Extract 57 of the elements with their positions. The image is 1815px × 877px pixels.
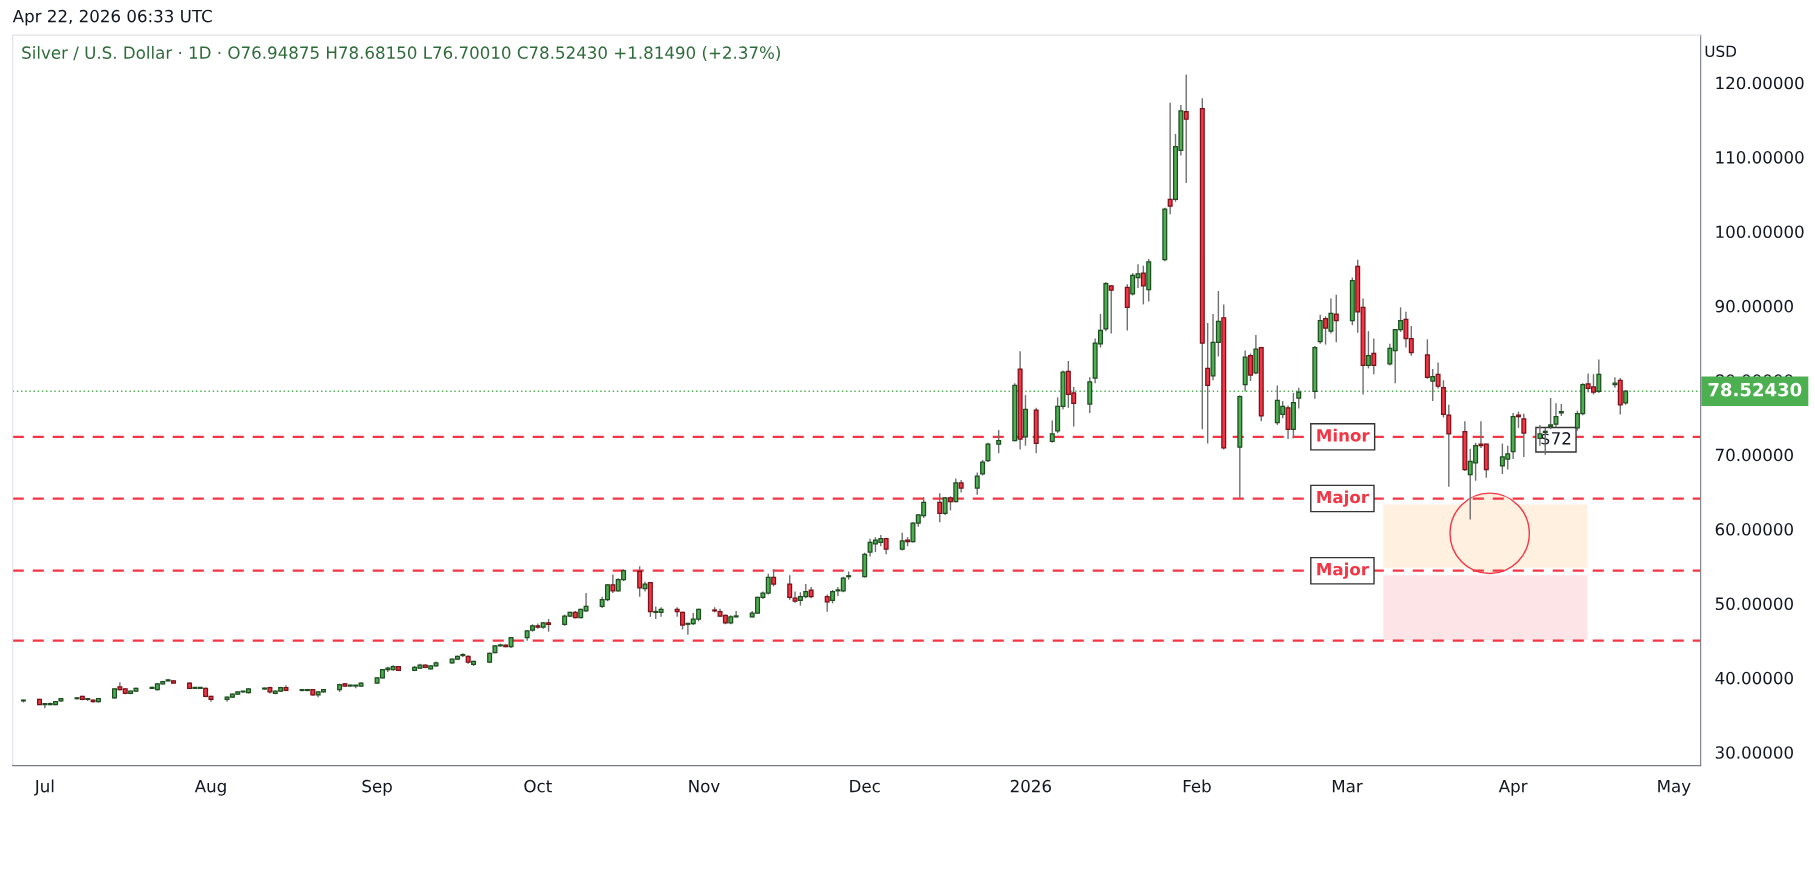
candlestick xyxy=(1140,265,1146,306)
candlestick xyxy=(1205,322,1211,445)
y-tick-label: 40.00000 xyxy=(1715,671,1793,685)
ref-line-label: Minor xyxy=(1317,428,1370,442)
ref-line-label: 78.52430 xyxy=(1708,382,1802,397)
x-tick-label: Jul xyxy=(33,779,54,796)
candlestick xyxy=(1328,297,1334,335)
x-tick-label: Dec xyxy=(850,780,880,793)
candlestick xyxy=(1424,338,1430,380)
candlestick xyxy=(1548,397,1554,431)
candlestick xyxy=(1108,284,1114,335)
candlestick xyxy=(862,552,868,579)
candlestick xyxy=(1253,334,1259,376)
candlestick xyxy=(996,429,1002,454)
text: Silver / U.S. Dollar · 1D · O76.94875 H78.68150 L76.70010 C78.52430 +1.81490 (+2.37%) xyxy=(22,46,780,61)
x-tick-label: 2026 xyxy=(1010,779,1051,793)
y-tick-label: 120.00000 xyxy=(1716,76,1804,90)
y-tick-label: 90.00000 xyxy=(1715,299,1793,313)
ref-line-label: Major xyxy=(1317,490,1369,507)
candlestick xyxy=(787,574,793,601)
candlestick xyxy=(974,471,980,496)
y-tick-label: 110.00000 xyxy=(1716,151,1804,164)
y-tick-label: 30.00000 xyxy=(1715,746,1793,759)
y-tick-label: 100.00000 xyxy=(1716,225,1804,239)
y-tick-label: 70.00000 xyxy=(1715,448,1793,462)
y-tick-label: 60.00000 xyxy=(1715,523,1793,536)
y-axis-title: USD xyxy=(1705,45,1737,58)
candlestick xyxy=(674,606,680,618)
x-tick-label: Mar xyxy=(1332,780,1363,793)
x-tick-label: Sep xyxy=(362,779,392,796)
candlestick xyxy=(1537,424,1543,447)
text: Apr 22, 2026 06:33 UTC xyxy=(12,9,212,26)
candlestick xyxy=(985,442,991,463)
candlestick xyxy=(1446,404,1452,488)
x-tick-label: Feb xyxy=(1183,779,1211,793)
x-tick-label: Nov xyxy=(689,780,720,793)
x-tick-label: Apr xyxy=(1498,780,1528,796)
candlestick xyxy=(1323,315,1329,346)
candlestick xyxy=(1317,314,1323,345)
candlestick xyxy=(1435,361,1441,390)
candlestick xyxy=(792,590,798,604)
candlestick xyxy=(1371,337,1377,376)
candlestick xyxy=(1124,283,1130,332)
ref-line-label: Major xyxy=(1317,562,1369,579)
candlestick xyxy=(1248,352,1254,382)
x-tick-label: Aug xyxy=(194,780,226,796)
x-tick-label: Oct xyxy=(524,779,552,793)
candlestick xyxy=(1183,73,1189,184)
candlestick xyxy=(1049,419,1055,444)
candlestick xyxy=(1333,294,1339,344)
candlestick xyxy=(1285,404,1291,440)
x-tick-label: May xyxy=(1658,780,1691,796)
candlestick xyxy=(1590,373,1596,396)
y-tick-label: 50.00000 xyxy=(1715,597,1793,611)
candlestick xyxy=(610,573,616,594)
candlestick xyxy=(1365,330,1371,370)
candlestick xyxy=(1167,102,1173,216)
